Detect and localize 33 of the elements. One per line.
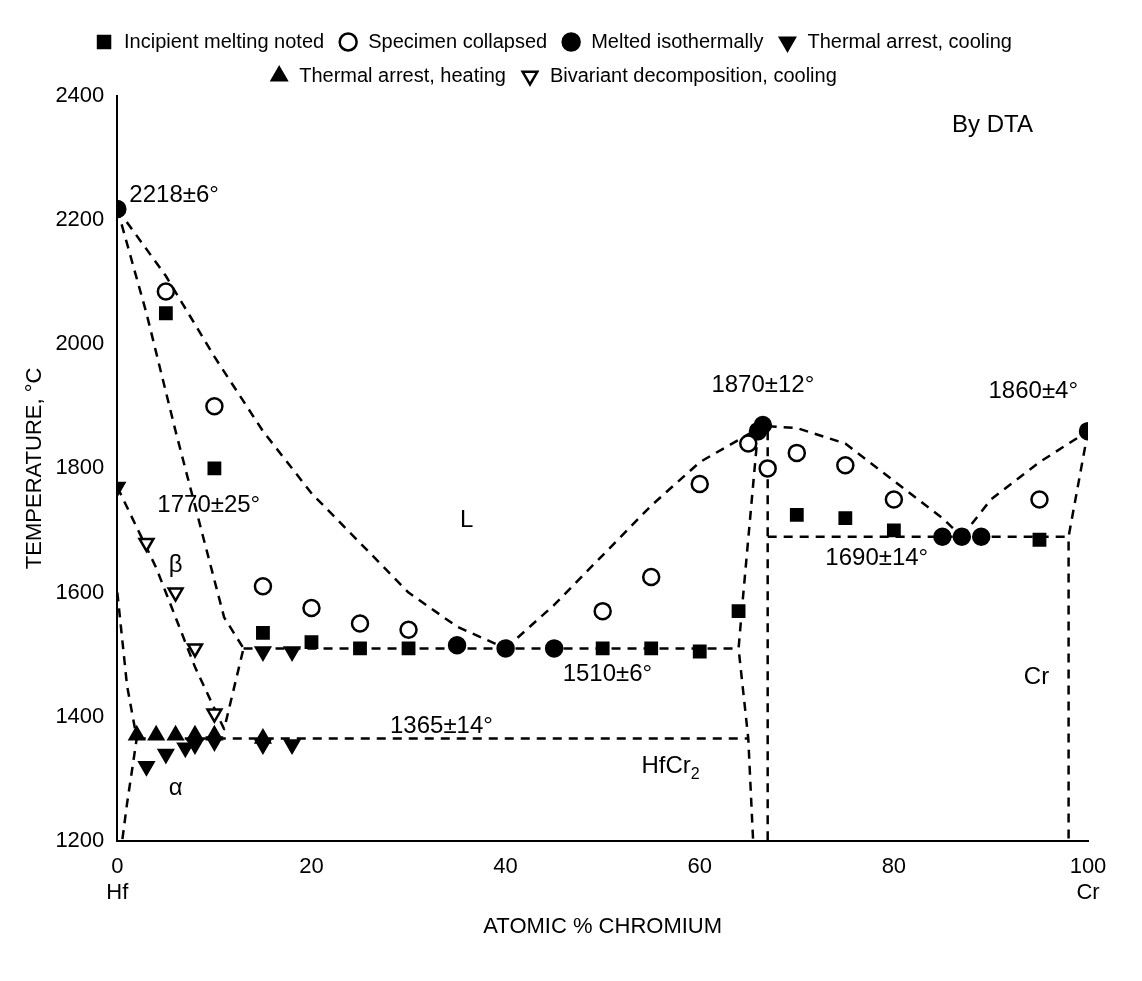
annotation: 1690±14°	[825, 543, 929, 571]
y-tick-label: 2200	[55, 206, 105, 232]
y-tick-label: 1800	[55, 454, 105, 480]
x-tick-label: 40	[493, 853, 518, 879]
annotation: Cr	[1023, 661, 1050, 689]
legend-label: Bivariant decomposition, cooling	[549, 63, 837, 86]
y-tick-label: 2000	[55, 330, 105, 356]
annotation: 1860±4°	[988, 375, 1079, 403]
y-tick-label: 2400	[55, 82, 105, 108]
x-tick-label: 0 Hf	[106, 853, 130, 905]
x-tick-label: 20	[299, 853, 324, 879]
legend-label: Specimen collapsed	[368, 29, 548, 52]
x-tick-label: 60	[687, 853, 712, 879]
y-tick-label: 1200	[55, 826, 105, 852]
x-tick-label: 80	[881, 853, 907, 879]
legend-label: Thermal arrest, heating	[299, 63, 506, 86]
legend-label: Thermal arrest, cooling	[807, 29, 1012, 52]
annotation: By DTA	[952, 110, 1034, 138]
annotation: 1770±25°	[157, 489, 261, 517]
legend-label: Incipient melting noted	[124, 29, 325, 52]
x-axis-title: ATOMIC % CHROMIUM	[483, 912, 723, 938]
y-tick-label: 1600	[55, 578, 105, 604]
annotation: 1365±14°	[390, 711, 493, 739]
annotation: α	[168, 773, 183, 801]
annotation: L	[460, 505, 474, 533]
annotation: 1510±6°	[562, 659, 653, 687]
y-axis-title: TEMPERATURE, °C	[21, 367, 47, 570]
legend-label: Melted isothermally	[591, 29, 764, 52]
y-tick-label: 1400	[55, 702, 105, 728]
x-tick-label: 100 Cr	[1069, 853, 1107, 905]
annotation: β	[168, 549, 183, 577]
annotation: 1870±12°	[711, 369, 815, 397]
annotation: 2218±6°	[129, 179, 219, 207]
